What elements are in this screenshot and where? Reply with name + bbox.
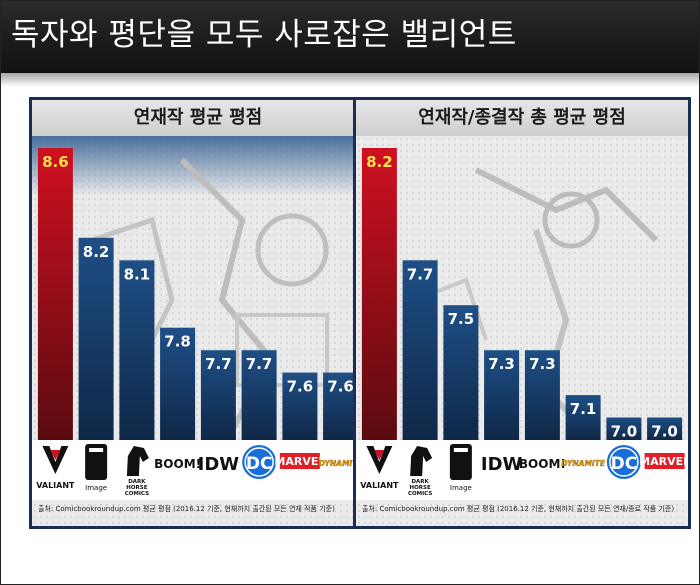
- dc-logo: DC: [242, 445, 277, 479]
- bar-valiant: [361, 148, 397, 440]
- dynamite-logo: DYNAMITE: [319, 459, 364, 468]
- bar-dc: [241, 350, 277, 440]
- dc-logo: DC: [606, 445, 641, 479]
- svg-text:MARVEL: MARVEL: [274, 455, 325, 468]
- bar-value-label: 7.5: [448, 310, 475, 328]
- bar-valiant: [37, 148, 73, 440]
- svg-text:HORSE: HORSE: [410, 485, 431, 491]
- chart-panel-ongoing: 연재작 평균 평점 8.6 8.2 8.1 7.8 7.7 7.7 7.6 7.6 VALIA…: [29, 97, 367, 529]
- svg-text:DARK: DARK: [128, 479, 146, 485]
- svg-text:HORSE: HORSE: [126, 485, 147, 491]
- svg-text:COMICS: COMICS: [125, 491, 149, 497]
- bar-chart-total: 8.2 7.7 7.5 7.3 7.3 7.1 7.0 7.0: [361, 148, 683, 441]
- bar-dark-horse-comics: [402, 260, 438, 440]
- source-footnote: 출처: Comicbookroundup.com 평균 평점 (2016.12 …: [362, 505, 675, 513]
- bar-value-label: 7.3: [488, 355, 515, 373]
- bar-value-label: 7.6: [287, 378, 314, 396]
- svg-text:BOOM!: BOOM!: [154, 457, 201, 471]
- svg-text:VALIANT: VALIANT: [360, 481, 399, 490]
- bar-dc: [606, 417, 642, 440]
- dynamite-logo: DYNAMITE: [561, 459, 606, 468]
- bar-value-label: 7.0: [611, 423, 638, 441]
- idw-logo: IDW: [481, 454, 523, 475]
- svg-text:DC: DC: [246, 454, 273, 474]
- header-bar: 독자와 평단을 모두 사로잡은 밸리언트: [1, 1, 699, 73]
- bar-value-label: 7.7: [246, 355, 273, 373]
- bar-marvel: [647, 417, 683, 440]
- svg-text:DYNAMITE: DYNAMITE: [561, 459, 606, 468]
- svg-text:VALIANT: VALIANT: [36, 481, 75, 490]
- bar-dynamite: [565, 395, 601, 440]
- header-shadow: [1, 73, 699, 87]
- source-footnote: 출처: Comicbookroundup.com 평균 평점 (2016.12 …: [38, 505, 335, 513]
- bar-idw: [200, 350, 236, 440]
- valiant-logo: VALIANT: [360, 446, 399, 490]
- svg-text:COMICS: COMICS: [408, 491, 432, 497]
- svg-text:BOOM!: BOOM!: [519, 457, 566, 471]
- image-logo: Image: [85, 444, 108, 492]
- chart-panel-total: 연재작/종결작 총 평균 평점 8.2 7.7 7.5 7.3 7.3 7.1 7.0 7.0…: [353, 97, 691, 529]
- boom-logo: BOOM!: [519, 457, 566, 471]
- marvel-logo: MARVEL: [274, 453, 325, 469]
- bar-value-label: 7.0: [651, 423, 678, 441]
- bar-value-label: 7.7: [407, 265, 434, 283]
- publisher-logo-row: VALIANT DARK HORSE COMICS Image IDW BOOM! DYNAM…: [356, 440, 688, 500]
- image-logo: Image: [449, 444, 472, 492]
- bar-chart-ongoing: 8.6 8.2 8.1 7.8 7.7 7.7 7.6 7.6: [37, 148, 359, 440]
- svg-text:IDW: IDW: [481, 454, 523, 475]
- bar-dynamite: [323, 372, 359, 440]
- bar-dark-horse-comics: [119, 260, 155, 440]
- svg-text:DC: DC: [611, 454, 638, 474]
- marvel-logo: MARVEL: [639, 453, 688, 469]
- bar-boom: [160, 327, 196, 440]
- bar-value-label: 8.1: [124, 265, 151, 283]
- svg-text:IDW: IDW: [198, 454, 240, 475]
- idw-logo: IDW: [198, 454, 240, 475]
- svg-text:DYNAMITE: DYNAMITE: [319, 459, 364, 468]
- bar-boom: [524, 350, 560, 440]
- svg-text:DARK: DARK: [411, 479, 429, 485]
- publisher-logo-row: VALIANT Image DARK HORSE COMICS BOOM! IDW DC MAR…: [32, 440, 364, 500]
- bar-value-label: 8.6: [42, 153, 69, 171]
- bar-value-label: 7.3: [529, 355, 556, 373]
- chart-title: 연재작/종결작 총 평균 평점: [356, 100, 688, 136]
- bar-value-label: 7.8: [164, 333, 191, 351]
- bar-value-label: 8.2: [83, 243, 110, 261]
- bar-marvel: [282, 372, 318, 440]
- chart-title: 연재작 평균 평점: [32, 100, 364, 136]
- comic-art-background: [32, 100, 364, 526]
- bar-value-label: 7.1: [570, 400, 597, 418]
- boom-logo: BOOM!: [154, 457, 201, 471]
- bar-idw: [484, 350, 520, 440]
- valiant-logo: VALIANT: [36, 446, 75, 490]
- bar-value-label: 7.7: [205, 355, 232, 373]
- page-title: 독자와 평단을 모두 사로잡은 밸리언트: [11, 17, 517, 53]
- bar-image: [78, 237, 114, 440]
- svg-text:MARVEL: MARVEL: [639, 455, 688, 468]
- svg-text:Image: Image: [450, 484, 472, 492]
- svg-text:Image: Image: [85, 484, 107, 492]
- bar-value-label: 8.2: [366, 153, 393, 171]
- bar-value-label: 7.6: [327, 378, 354, 396]
- bar-image: [443, 305, 479, 440]
